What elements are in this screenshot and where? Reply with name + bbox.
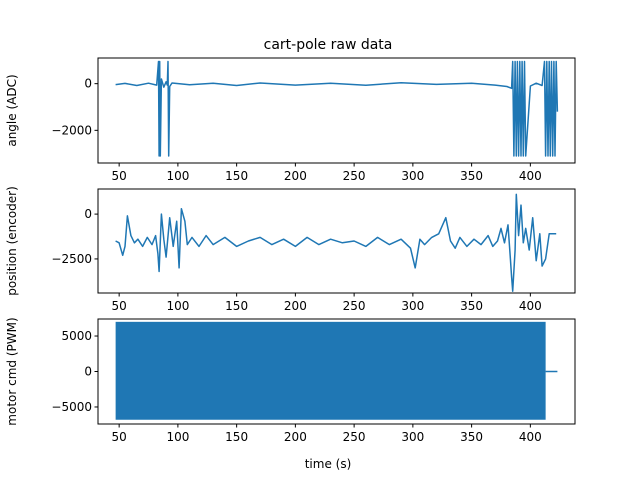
x-tick-label: 50 [112, 169, 127, 183]
x-tick-label: 350 [460, 169, 483, 183]
x-tick-label: 200 [284, 299, 307, 313]
y-tick-label: 0 [84, 365, 92, 379]
y-tick-label: 0 [84, 77, 92, 91]
x-tick-label: 250 [343, 299, 366, 313]
y-tick-label: −5000 [51, 400, 92, 414]
x-tick-label: 100 [166, 169, 189, 183]
x-tick-label: 400 [519, 430, 542, 444]
panel-1: 0 −2000 50 100 150 200 250 300 350 400 angle (ADC) [5, 57, 576, 183]
x-tick-label: 100 [166, 299, 189, 313]
panel-2-frame [97, 188, 576, 294]
x-tick-label: 150 [225, 299, 248, 313]
x-tick-label: 300 [401, 169, 424, 183]
x-tick-label: 250 [343, 169, 366, 183]
series-3-1 [115, 321, 546, 420]
y-tick-label: 5000 [61, 329, 92, 343]
y-tick-label: 0 [84, 207, 92, 221]
chart-title: cart-pole raw data [264, 37, 393, 53]
panel-3: 5000 0 −5000 50 100 150 200 250 300 350 400 motor c… [5, 317, 576, 444]
x-tick-label: 300 [401, 299, 424, 313]
x-tick-label: 400 [519, 169, 542, 183]
x-tick-label: 200 [284, 430, 307, 444]
series-2-1 [115, 193, 557, 292]
x-tick-label: 150 [225, 169, 248, 183]
y-axis-label: angle (ADC) [5, 74, 19, 146]
x-tick-label: 350 [460, 430, 483, 444]
series-1-1 [115, 60, 559, 157]
y-tick-label: −2000 [51, 123, 92, 137]
y-axis-label: position (encoder) [5, 186, 19, 296]
panel-1-frame [97, 57, 576, 164]
x-tick-label: 150 [225, 430, 248, 444]
x-axis-label: time (s) [305, 457, 352, 471]
x-tick-label: 250 [343, 430, 366, 444]
x-tick-label: 400 [519, 299, 542, 313]
y-axis-label: motor cmd (PWM) [5, 317, 19, 425]
y-tick-label: −2500 [51, 252, 92, 266]
panel-2: 0 −2500 50 100 150 200 250 300 350 400 position (e… [5, 186, 576, 313]
x-tick-label: 200 [284, 169, 307, 183]
x-tick-label: 350 [460, 299, 483, 313]
x-tick-label: 100 [166, 430, 189, 444]
panels: 0 −2000 50 100 150 200 250 300 350 400 angle (ADC)… [5, 57, 576, 444]
x-tick-label: 50 [112, 299, 127, 313]
x-tick-label: 300 [401, 430, 424, 444]
x-tick-label: 50 [112, 430, 127, 444]
